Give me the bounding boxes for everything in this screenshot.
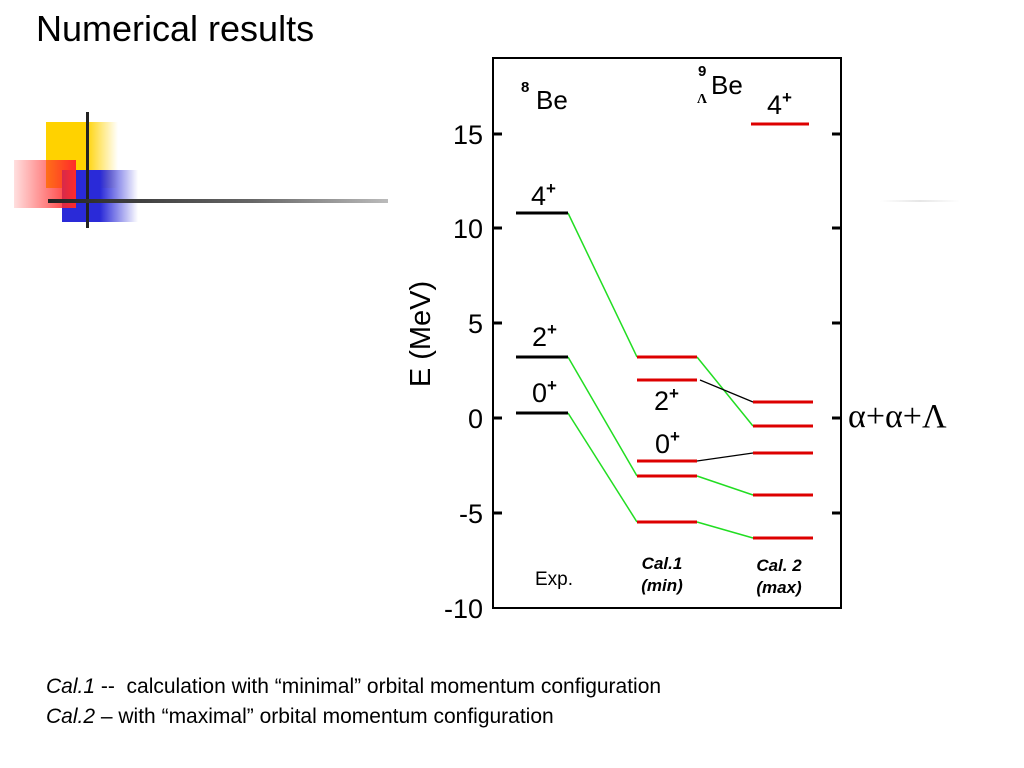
level-label-cal2-4: 4+ [767,88,792,120]
exp-levels [516,211,568,415]
footnote-cal1: Cal.1 -- calculation with “minimal” orbi… [46,675,661,699]
threshold-connectors [696,379,754,462]
cal1-levels [637,355,697,524]
svg-text:Cal.1: Cal.1 [642,554,683,573]
svg-text:9: 9 [698,63,706,80]
level-label-exp-2: 2+ [532,320,557,352]
column-label-cal2: Cal. 2 (max) [756,556,802,597]
axis-ticks [493,132,841,515]
footnote-cal1-text: calculation with “minimal” orbital momen… [126,675,662,698]
svg-text:(max): (max) [756,578,802,597]
svg-text:8: 8 [521,79,529,96]
y-tick-label: 5 [468,309,483,339]
svg-text:Λ: Λ [697,92,707,107]
y-tick-label: 0 [468,404,483,434]
level-label-cal1-0: 0+ [655,427,680,459]
y-tick-label: -10 [444,594,483,624]
level-label-exp-0: 0+ [532,376,557,408]
footnote-cal2-separator: – [95,705,119,728]
level-labels: 4+ 2+ 0+ 2+ 0+ 4+ [531,88,792,459]
column-label-cal1: Cal.1 (min) [641,554,683,595]
svg-text:Cal. 2: Cal. 2 [756,556,802,575]
decorative-horizontal-line [48,199,388,203]
decorative-vertical-line [86,112,89,228]
cal2-levels [751,122,813,540]
plot-frame [492,57,842,609]
svg-text:(min): (min) [641,576,683,595]
y-tick-label: -5 [459,499,483,529]
y-axis-label: E (MeV) [405,281,437,387]
svg-text:Be: Be [536,85,568,115]
column-label-exp: Exp. [535,569,573,590]
footnote-cal1-separator: -- [95,675,121,698]
footnote-cal2: Cal.2 – with “maximal” orbital momentum … [46,705,554,729]
footnote-cal2-text: with “maximal” orbital momentum configur… [118,705,554,728]
footnote-cal2-term: Cal.2 [46,705,96,728]
y-tick-label: 15 [453,120,483,150]
level-label-exp-4: 4+ [531,179,556,211]
y-tick-labels: 15 10 5 0 -5 -10 [444,120,483,624]
threshold-label: α+α+Λ [848,398,947,435]
svg-text:Be: Be [711,70,743,100]
nucleus-8be-header: 8 Be [521,79,568,115]
level-label-cal1-2: 2+ [654,384,679,416]
y-tick-label: 10 [453,214,483,244]
nucleus-9lambda-be-header: 9 Λ Be [697,63,743,107]
level-connectors [567,212,754,539]
decorative-faint-line [880,200,960,202]
slide-title: Numerical results [36,8,315,49]
footnote-cal1-term: Cal.1 [46,675,96,698]
